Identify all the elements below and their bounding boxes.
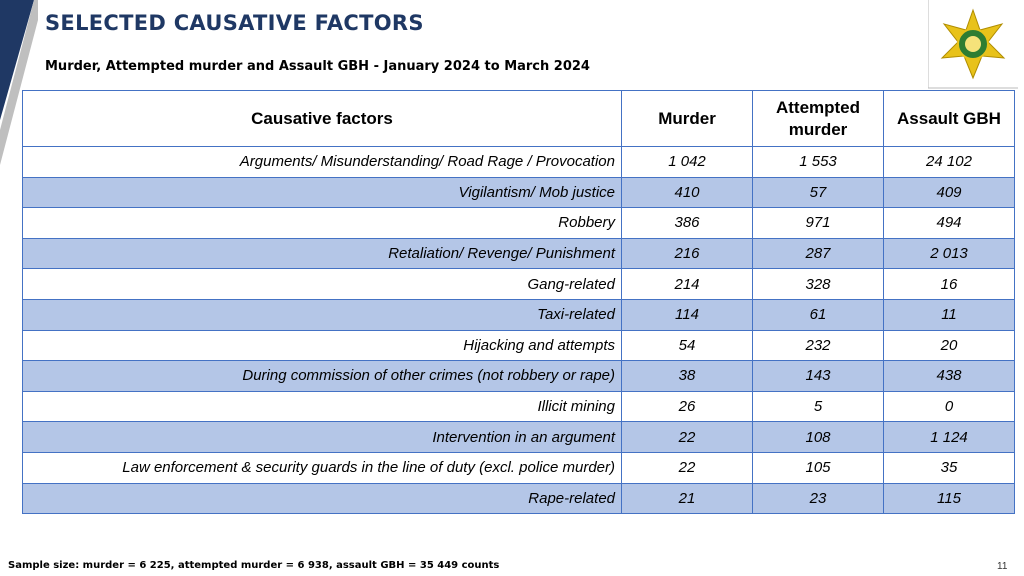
value-cell: 409: [883, 176, 1015, 209]
value-cell: 114: [621, 298, 753, 331]
value-cell: 1 042: [621, 146, 753, 178]
value-cell: 38: [621, 360, 753, 392]
column-header: Causative factors: [22, 90, 622, 147]
title: SELECTED CAUSATIVE FACTORS: [45, 11, 424, 35]
value-cell: 24 102: [883, 146, 1015, 178]
value-cell: 232: [752, 329, 884, 362]
value-cell: 214: [621, 268, 753, 300]
column-header: Murder: [621, 90, 753, 147]
corner-decoration: [0, 0, 38, 165]
value-cell: 54: [621, 329, 753, 362]
table-row: Robbery 386 971 494: [22, 207, 1015, 239]
value-cell: 22: [621, 421, 753, 453]
data-table: Causative factors Murder Attempted murder A…: [22, 90, 1015, 515]
factor-cell: During commission of other crimes (not r…: [22, 360, 622, 392]
table-row: During commission of other crimes (not r…: [22, 360, 1015, 392]
value-cell: 410: [621, 176, 753, 209]
value-cell: 494: [883, 207, 1015, 239]
value-cell: 1 553: [752, 146, 884, 178]
value-cell: 61: [752, 298, 884, 331]
factor-cell: Intervention in an argument: [22, 421, 622, 453]
value-cell: 5: [752, 390, 884, 423]
factor-cell: Law enforcement & security guards in the…: [22, 451, 622, 484]
table-row: Intervention in an argument 22 108 1 124: [22, 421, 1015, 453]
value-cell: 287: [752, 237, 884, 270]
factor-cell: Rape-related: [22, 482, 622, 515]
table-row: Taxi-related 114 61 11: [22, 298, 1015, 331]
value-cell: 22: [621, 451, 753, 484]
table-row: Vigilantism/ Mob justice 410 57 409: [22, 176, 1015, 209]
table-row: Retaliation/ Revenge/ Punishment 216 287 2 …: [22, 237, 1015, 270]
value-cell: 108: [752, 421, 884, 453]
subtitle: Murder, Attempted murder and Assault GBH…: [45, 59, 590, 74]
column-header: Attempted murder: [752, 90, 884, 147]
value-cell: 105: [752, 451, 884, 484]
value-cell: 2 013: [883, 237, 1015, 270]
value-cell: 0: [883, 390, 1015, 423]
value-cell: 216: [621, 237, 753, 270]
value-cell: 438: [883, 360, 1015, 392]
value-cell: 20: [883, 329, 1015, 362]
factor-cell: Retaliation/ Revenge/ Punishment: [22, 237, 622, 270]
value-cell: 143: [752, 360, 884, 392]
table-row: Law enforcement & security guards in the…: [22, 451, 1015, 484]
value-cell: 16: [883, 268, 1015, 300]
value-cell: 971: [752, 207, 884, 239]
logo: [928, 0, 1018, 89]
factor-cell: Taxi-related: [22, 298, 622, 331]
table-row: Gang-related 214 328 16: [22, 268, 1015, 300]
factor-cell: Arguments/ Misunderstanding/ Road Rage /…: [22, 146, 622, 178]
header-row: Causative factors Murder Attempted murder A…: [22, 90, 1015, 147]
table-row: Arguments/ Misunderstanding/ Road Rage /…: [22, 146, 1015, 178]
value-cell: 21: [621, 482, 753, 515]
table-row: Hijacking and attempts 54 232 20: [22, 329, 1015, 362]
footnote: Sample size: murder = 6 225, attempted m…: [8, 560, 500, 571]
value-cell: 328: [752, 268, 884, 300]
value-cell: 386: [621, 207, 753, 239]
value-cell: 1 124: [883, 421, 1015, 453]
factor-cell: Gang-related: [22, 268, 622, 300]
column-header: Assault GBH: [883, 90, 1015, 147]
value-cell: 115: [883, 482, 1015, 515]
table-row: Illicit mining 26 5 0: [22, 390, 1015, 423]
factor-cell: Robbery: [22, 207, 622, 239]
value-cell: 26: [621, 390, 753, 423]
factor-cell: Hijacking and attempts: [22, 329, 622, 362]
value-cell: 11: [883, 298, 1015, 331]
value-cell: 57: [752, 176, 884, 209]
page-number: 11: [997, 561, 1008, 572]
value-cell: 35: [883, 451, 1015, 484]
table-row: Rape-related 21 23 115: [22, 482, 1015, 515]
factor-cell: Vigilantism/ Mob justice: [22, 176, 622, 209]
value-cell: 23: [752, 482, 884, 515]
factor-cell: Illicit mining: [22, 390, 622, 423]
